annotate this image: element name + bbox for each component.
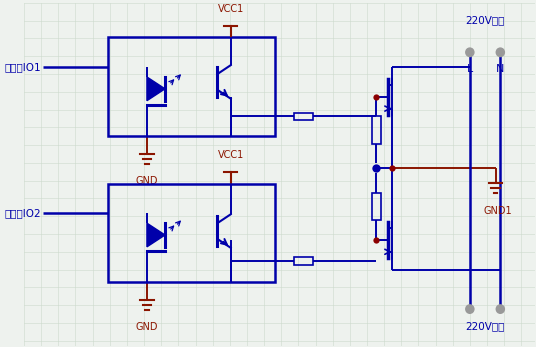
Circle shape [496, 47, 505, 57]
Text: 单片机IO1: 单片机IO1 [5, 62, 41, 72]
Bar [372, 116, 381, 144]
Bar [372, 193, 381, 220]
Text: GND1: GND1 [483, 206, 512, 216]
Circle shape [496, 304, 505, 314]
Polygon shape [147, 223, 165, 247]
Text: GND: GND [136, 176, 158, 186]
Bar [108, 37, 274, 136]
Circle shape [465, 47, 474, 57]
Text: 220V输入: 220V输入 [465, 15, 505, 25]
Text: GND: GND [136, 322, 158, 332]
Text: N: N [496, 64, 504, 74]
Circle shape [465, 304, 474, 314]
Text: 单片机IO2: 单片机IO2 [5, 208, 41, 218]
Text: 220V输出: 220V输出 [465, 321, 505, 331]
Text: VCC1: VCC1 [218, 150, 244, 160]
Text: L: L [467, 64, 473, 74]
Text: VCC1: VCC1 [218, 4, 244, 14]
Polygon shape [147, 77, 165, 101]
Bar [108, 184, 274, 282]
Bar [294, 257, 313, 265]
Bar [294, 112, 313, 120]
